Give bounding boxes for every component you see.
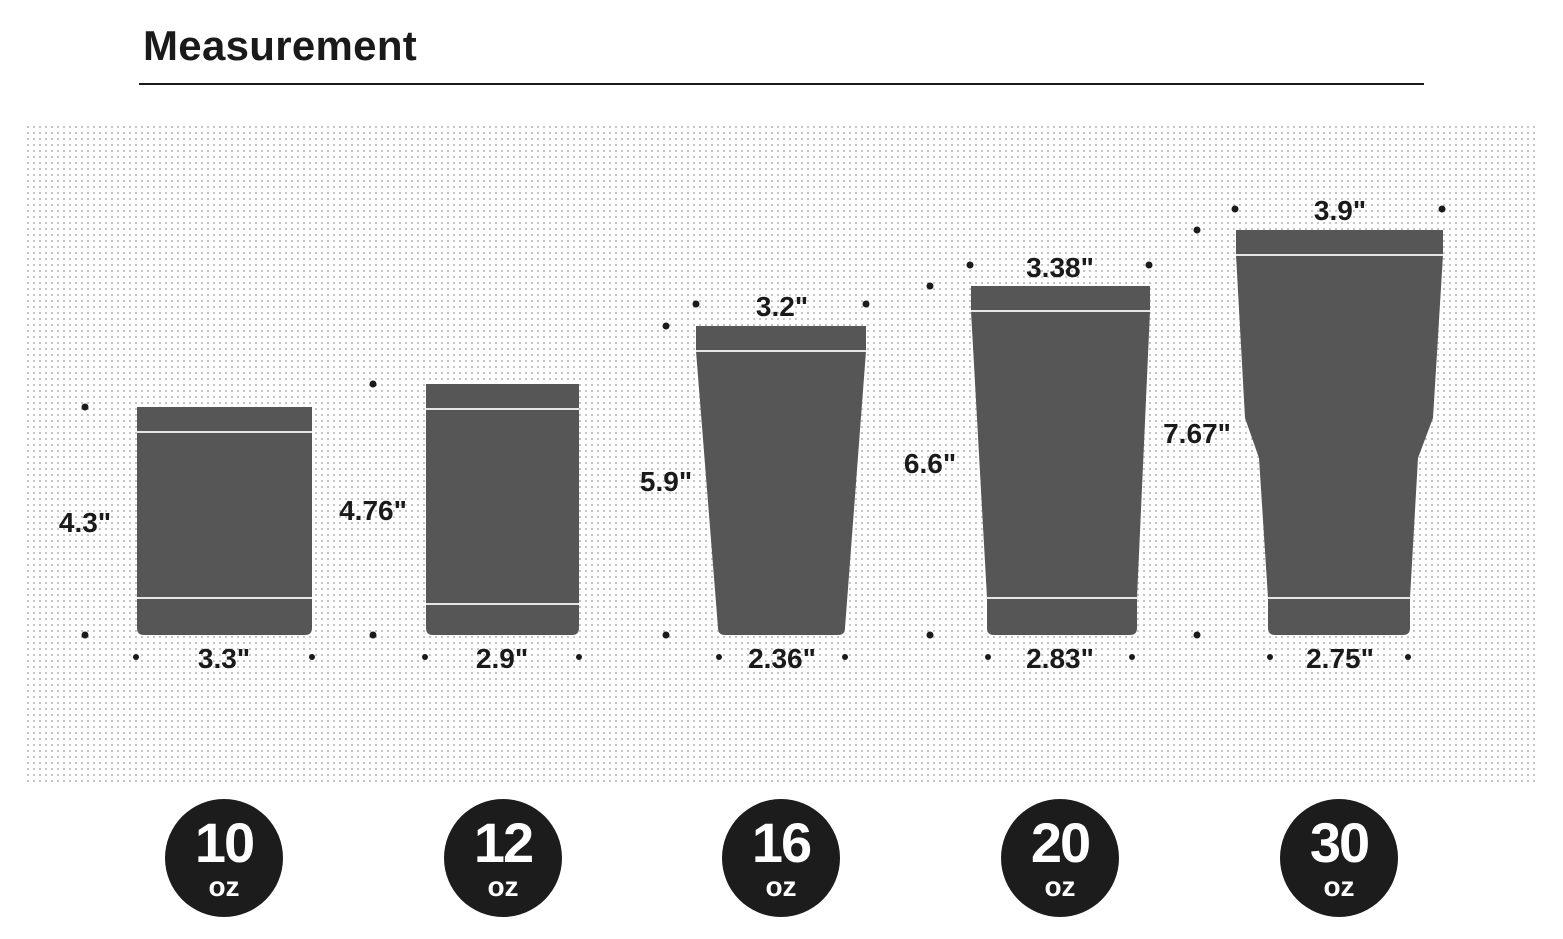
tumbler-30oz-height-label: 7.67" <box>1163 418 1231 449</box>
size-badge-number: 20 <box>1030 811 1091 874</box>
tumbler-16oz-body <box>696 326 866 635</box>
dimension-marker <box>1193 631 1201 639</box>
tumbler-16oz: 5.9" 3.2" 2.36" <box>640 291 870 674</box>
tumbler-30oz-bottom-width-label: 2.75" <box>1306 643 1374 674</box>
dimension-marker <box>692 300 700 308</box>
tumbler-30oz-body <box>1236 230 1443 635</box>
tumbler-16oz-height-label: 5.9" <box>640 466 692 497</box>
dimension-marker <box>1405 654 1411 660</box>
dimension-marker <box>1129 654 1135 660</box>
tumbler-12oz-bottom-width-label: 2.9" <box>476 643 528 674</box>
tumbler-10oz-height-label: 4.3" <box>59 507 111 538</box>
size-badge-20oz: 20 oz <box>1001 799 1119 917</box>
dimension-marker <box>1438 205 1446 213</box>
size-badge-unit: oz <box>1323 871 1355 902</box>
dimension-marker <box>576 654 582 660</box>
dimension-marker <box>716 654 722 660</box>
dimension-marker <box>81 403 89 411</box>
tumbler-16oz-bottom-width-label: 2.36" <box>748 643 816 674</box>
size-badge-unit: oz <box>765 871 797 902</box>
size-badge-number: 10 <box>194 811 255 874</box>
dimension-marker <box>662 322 670 330</box>
tumbler-20oz-bottom-width-label: 2.83" <box>1026 643 1094 674</box>
tumbler-10oz: 4.3" 3.3" <box>59 403 315 674</box>
tumbler-12oz-height-label: 4.76" <box>339 495 407 526</box>
dimension-marker <box>985 654 991 660</box>
page-title: Measurement <box>143 22 418 69</box>
dimension-marker <box>133 654 139 660</box>
dimension-marker <box>926 282 934 290</box>
dimension-marker <box>422 654 428 660</box>
size-badge-number: 12 <box>473 811 534 874</box>
tumbler-12oz: 4.76" 2.9" <box>339 380 582 674</box>
size-badge-30oz: 30 oz <box>1280 799 1398 917</box>
tumbler-20oz-height-label: 6.6" <box>904 448 956 479</box>
dimension-marker <box>1267 654 1273 660</box>
size-badge-unit: oz <box>208 871 240 902</box>
tumbler-10oz-body <box>137 407 312 635</box>
dimension-marker <box>1231 205 1239 213</box>
size-badge-12oz: 12 oz <box>444 799 562 917</box>
dimension-marker <box>926 631 934 639</box>
dimension-marker <box>966 261 974 269</box>
dimension-marker <box>862 300 870 308</box>
size-badge-unit: oz <box>1044 871 1076 902</box>
tumbler-20oz: 6.6" 3.38" 2.83" <box>904 252 1153 674</box>
dimension-marker <box>1145 261 1153 269</box>
tumbler-30oz: 7.67" 3.9" 2.75" <box>1163 195 1446 674</box>
dimension-marker <box>81 631 89 639</box>
size-badge-10oz: 10 oz <box>165 799 283 917</box>
dimension-marker <box>842 654 848 660</box>
dimension-marker <box>1193 226 1201 234</box>
dimension-marker <box>369 631 377 639</box>
size-badge-unit: oz <box>487 871 519 902</box>
size-badge-number: 30 <box>1309 811 1370 874</box>
tumbler-10oz-bottom-width-label: 3.3" <box>198 643 250 674</box>
size-badge-number: 16 <box>751 811 812 874</box>
tumbler-16oz-top-width-label: 3.2" <box>756 291 808 322</box>
title-divider <box>139 83 1424 85</box>
size-badge-16oz: 16 oz <box>722 799 840 917</box>
dimension-marker <box>369 380 377 388</box>
dimension-marker <box>662 631 670 639</box>
tumbler-20oz-body <box>971 286 1150 635</box>
tumbler-30oz-top-width-label: 3.9" <box>1314 195 1366 226</box>
dimension-marker <box>309 654 315 660</box>
tumbler-20oz-top-width-label: 3.38" <box>1026 252 1094 283</box>
tumbler-12oz-body <box>426 384 579 635</box>
